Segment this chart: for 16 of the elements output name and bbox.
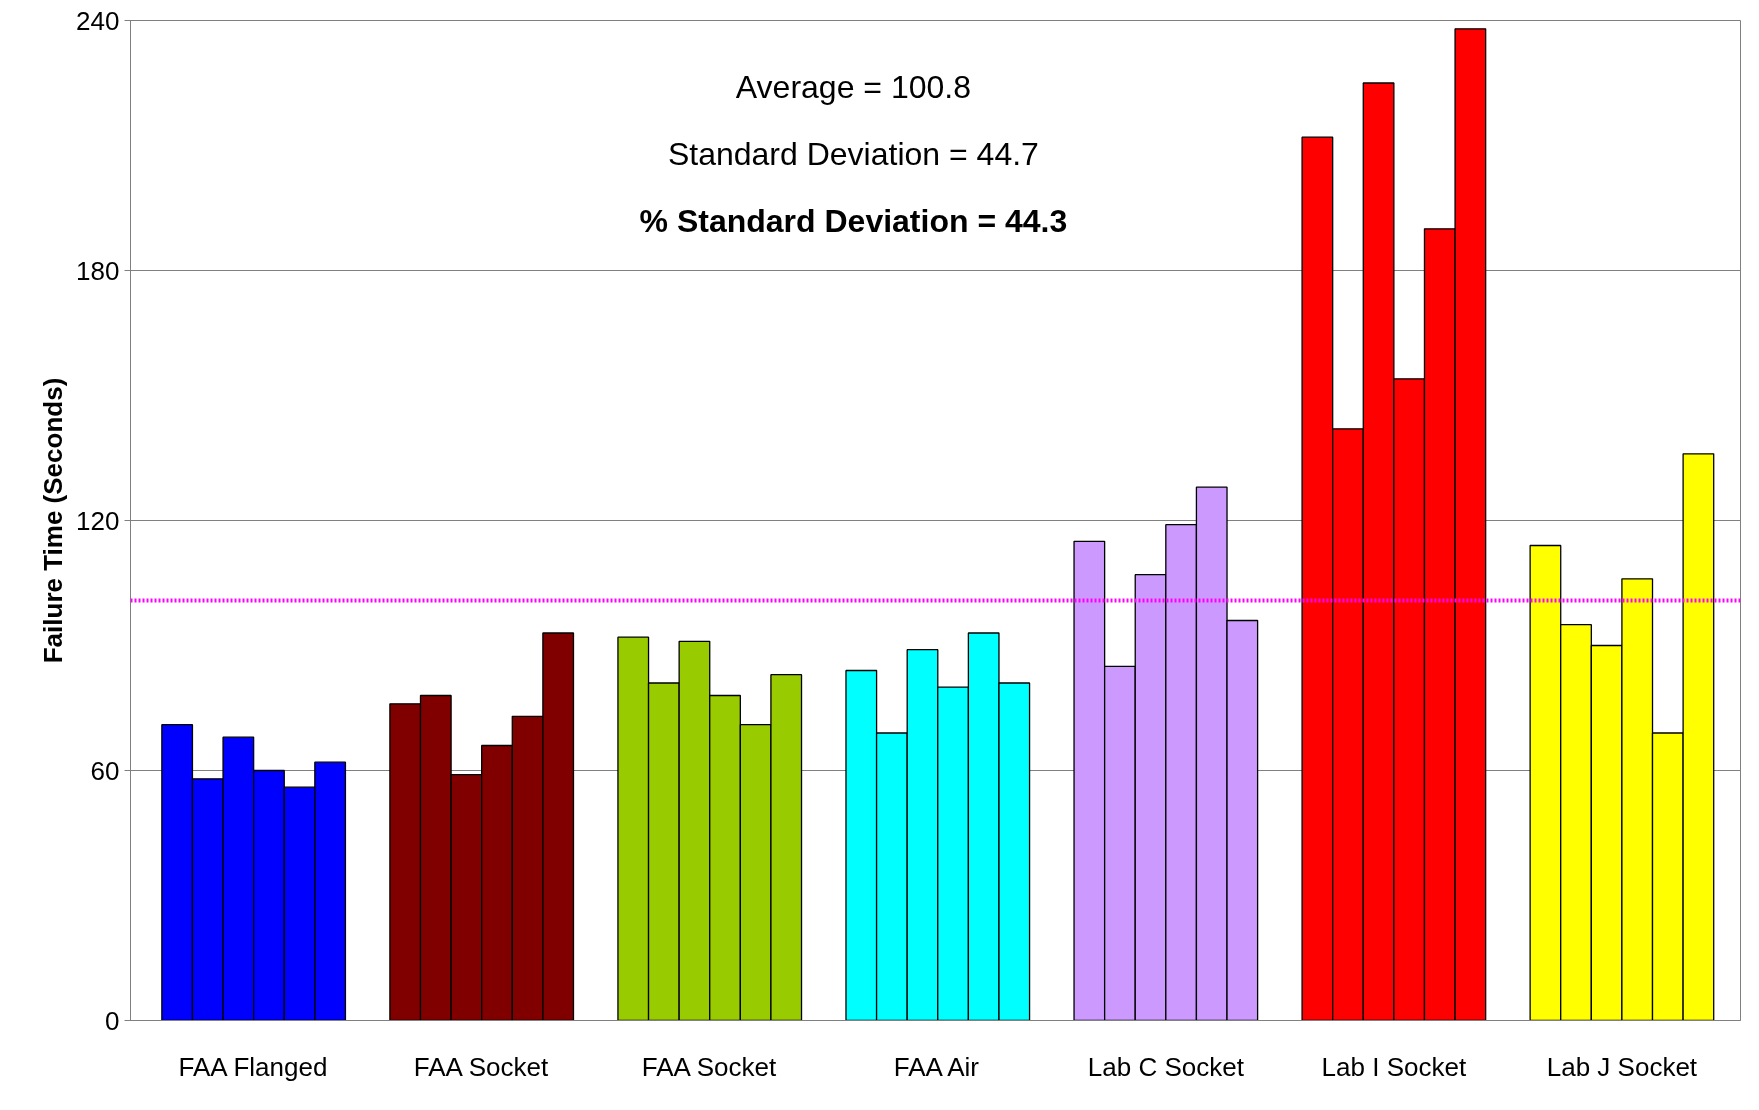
x-tick-label: Lab I Socket [1321, 1051, 1467, 1082]
y-tick-label: 180 [76, 255, 120, 286]
y-axis-title: Failure Time (Seconds) [38, 377, 69, 664]
y-tick-label: 120 [76, 505, 120, 536]
x-tick-label: Lab J Socket [1546, 1051, 1698, 1082]
annotation: Standard Deviation = 44.7 [667, 135, 1039, 172]
y-tick-label: 60 [90, 755, 120, 786]
x-tick-label: FAA Flanged [178, 1051, 328, 1082]
annotation: Average = 100.8 [735, 69, 971, 106]
x-tick-label: FAA Socket [641, 1051, 777, 1082]
x-tick-label: Lab C Socket [1087, 1051, 1245, 1082]
x-tick-label: FAA Air [893, 1051, 980, 1082]
x-tick-label: FAA Socket [413, 1051, 549, 1082]
annotation: % Standard Deviation = 44.3 [639, 202, 1068, 239]
y-tick-label: 0 [105, 1005, 120, 1036]
y-tick-label: 240 [76, 5, 120, 36]
